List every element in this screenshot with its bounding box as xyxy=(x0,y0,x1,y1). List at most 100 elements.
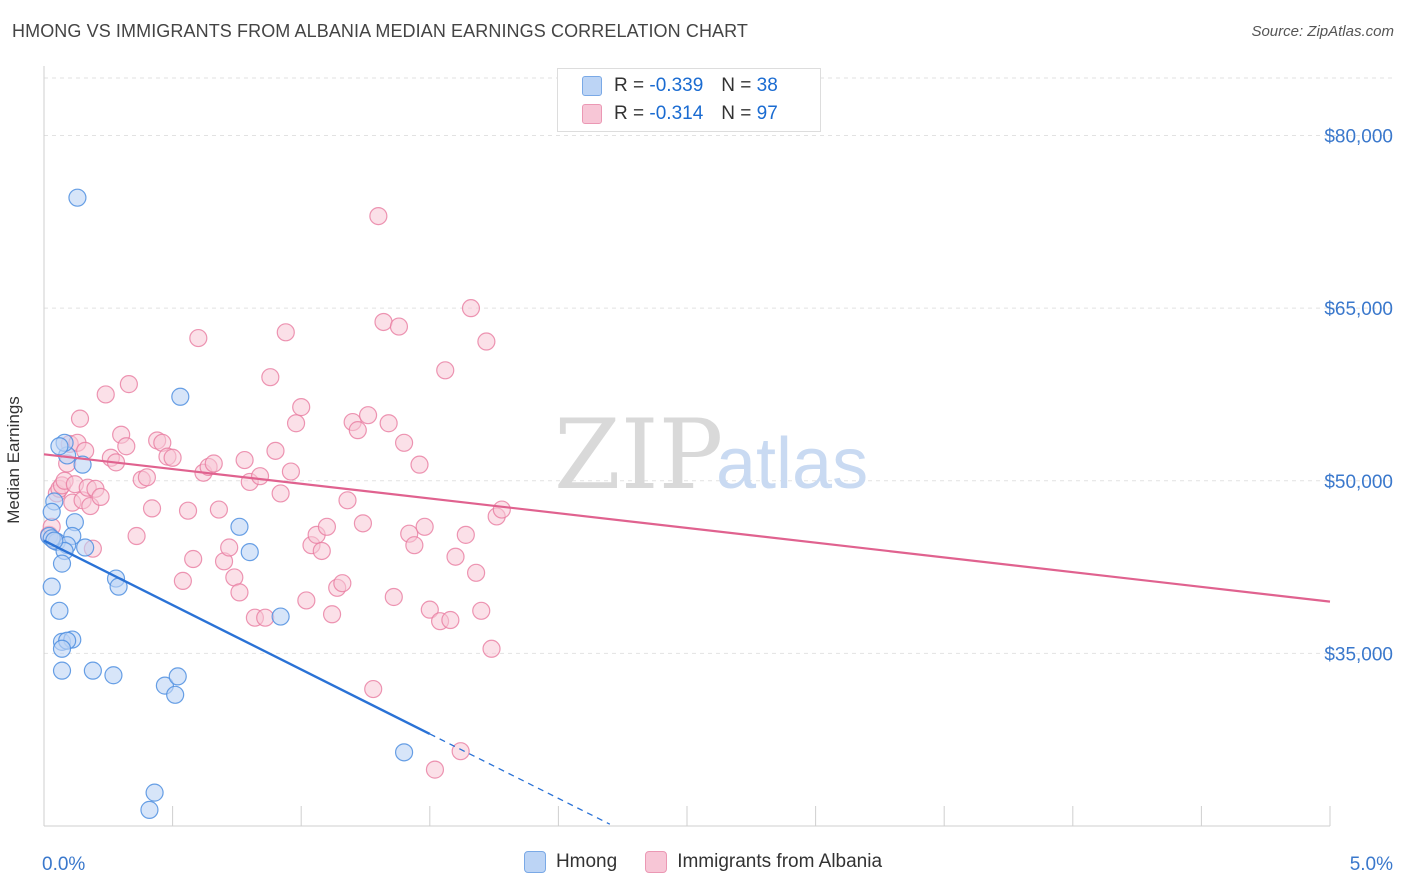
hmong-point[interactable] xyxy=(240,543,259,562)
albania-point[interactable] xyxy=(266,441,285,460)
albania-point[interactable] xyxy=(456,525,475,544)
albania-point[interactable] xyxy=(271,484,290,503)
legend-n-value-albania: 97 xyxy=(756,103,778,124)
hmong-point[interactable] xyxy=(50,601,69,620)
albania-point[interactable] xyxy=(178,501,198,520)
albania-point[interactable] xyxy=(91,487,110,506)
albania-point[interactable] xyxy=(230,583,249,602)
albania-point[interactable] xyxy=(364,679,383,699)
legend-item-hmong[interactable]: Hmong xyxy=(523,851,617,873)
hmong-point[interactable] xyxy=(73,455,92,474)
albania-point[interactable] xyxy=(358,406,378,425)
albania-point[interactable] xyxy=(477,332,496,351)
series-albania-points xyxy=(40,206,511,779)
albania-point[interactable] xyxy=(209,500,228,519)
hmong-point[interactable] xyxy=(42,502,61,521)
hmong-point[interactable] xyxy=(52,639,72,658)
albania-point[interactable] xyxy=(492,500,511,519)
legend-label-albania: Immigrants from Albania xyxy=(677,851,883,872)
albania-point[interactable] xyxy=(235,450,254,470)
hmong-point[interactable] xyxy=(42,577,61,596)
albania-point[interactable] xyxy=(292,398,311,417)
albania-point[interactable] xyxy=(286,414,306,433)
albania-point[interactable] xyxy=(142,499,162,518)
albania-point[interactable] xyxy=(379,414,398,433)
albania-point[interactable] xyxy=(312,541,331,561)
albania-point[interactable] xyxy=(482,639,501,658)
hmong-point[interactable] xyxy=(166,685,185,704)
hmong-point[interactable] xyxy=(168,667,187,686)
albania-point[interactable] xyxy=(204,454,223,473)
hmong-point[interactable] xyxy=(104,666,123,685)
trend-lines xyxy=(43,453,1331,825)
albania-point[interactable] xyxy=(276,323,295,342)
legend-item-albania[interactable]: Immigrants from Albania xyxy=(645,851,882,873)
y-tick-label: $35,000 xyxy=(1324,644,1393,665)
albania-point[interactable] xyxy=(119,375,138,394)
hmong-point[interactable] xyxy=(145,783,164,802)
albania-point[interactable] xyxy=(353,514,373,533)
albania-point[interactable] xyxy=(256,608,275,627)
hmong-point[interactable] xyxy=(230,517,249,536)
hmong-point[interactable] xyxy=(394,743,414,762)
albania-point[interactable] xyxy=(322,605,342,624)
albania-point[interactable] xyxy=(70,409,90,428)
albania-point[interactable] xyxy=(96,385,115,404)
albania-point[interactable] xyxy=(338,491,357,510)
albania-point[interactable] xyxy=(461,299,481,318)
hmong-point[interactable] xyxy=(68,188,87,207)
legend-r-label: R = xyxy=(614,103,645,124)
hmong-point[interactable] xyxy=(271,607,290,626)
albania-point[interactable] xyxy=(451,742,470,761)
albania-point[interactable] xyxy=(374,312,393,332)
series-legend: Hmong Immigrants from Albania xyxy=(0,851,1406,873)
albania-point[interactable] xyxy=(472,601,491,620)
x-tick-label: 0.0% xyxy=(42,854,85,875)
albania-point[interactable] xyxy=(441,610,460,630)
hmong-swatch xyxy=(582,76,602,96)
hmong-point[interactable] xyxy=(140,800,159,819)
y-tick-label: $80,000 xyxy=(1324,127,1393,148)
y-tick-label: $65,000 xyxy=(1324,299,1393,320)
albania-point[interactable] xyxy=(410,455,429,474)
albania-point[interactable] xyxy=(333,574,352,593)
hmong-point[interactable] xyxy=(52,661,72,680)
albania-point[interactable] xyxy=(436,361,455,380)
hmong-point[interactable] xyxy=(52,554,72,573)
albania-point[interactable] xyxy=(405,536,424,555)
albania-point[interactable] xyxy=(173,571,192,590)
albania-point[interactable] xyxy=(189,328,208,348)
albania-point[interactable] xyxy=(297,591,316,610)
albania-point[interactable] xyxy=(348,421,367,440)
watermark-zip: ZIP xyxy=(554,399,723,511)
hmong-trend-extension xyxy=(429,733,611,825)
albania-point[interactable] xyxy=(220,538,239,557)
albania-point[interactable] xyxy=(137,468,156,487)
hmong-point[interactable] xyxy=(50,437,69,456)
legend-n-label: N = xyxy=(721,75,752,96)
albania-point[interactable] xyxy=(127,526,146,546)
hmong-point[interactable] xyxy=(83,661,102,680)
hmong-point[interactable] xyxy=(76,538,95,557)
albania-point[interactable] xyxy=(281,462,301,481)
albania-point[interactable] xyxy=(425,760,445,779)
albania-point[interactable] xyxy=(420,600,439,619)
albania-point[interactable] xyxy=(184,549,203,569)
albania-point[interactable] xyxy=(369,206,388,226)
hmong-point[interactable] xyxy=(171,387,190,406)
albania-point[interactable] xyxy=(250,467,270,486)
legend-row-albania: R = -0.314 N = 97 xyxy=(582,101,778,127)
albania-point[interactable] xyxy=(415,517,434,536)
albania-point[interactable] xyxy=(466,563,486,582)
x-tick-labels: 0.0% 5.0% xyxy=(42,854,1393,875)
albania-point[interactable] xyxy=(384,587,403,607)
albania-point[interactable] xyxy=(394,433,414,452)
albania-point[interactable] xyxy=(446,547,465,566)
albania-point[interactable] xyxy=(163,448,182,467)
grid-lines xyxy=(44,77,1394,654)
albania-point[interactable] xyxy=(389,317,409,336)
albania-point[interactable] xyxy=(261,368,280,387)
albania-point[interactable] xyxy=(317,517,337,536)
albania-point[interactable] xyxy=(117,437,136,456)
